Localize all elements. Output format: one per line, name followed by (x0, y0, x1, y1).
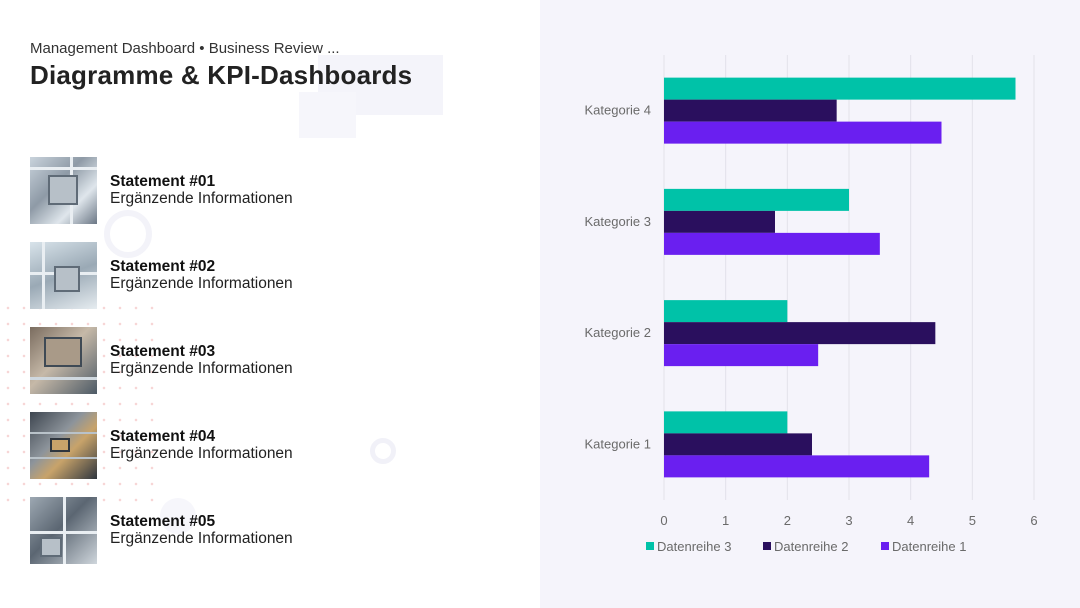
statement-detail: Ergänzende Informationen (110, 360, 293, 377)
bar-datenreihe-1 (664, 455, 930, 478)
statement-heading: Statement #04 (110, 428, 216, 445)
x-tick-label: 6 (1030, 513, 1037, 528)
bar-datenreihe-3 (664, 300, 788, 323)
statement-heading: Statement #05 (110, 513, 216, 530)
statement-item: Statement #03 Ergänzende Informationen (30, 327, 350, 394)
statement-item: Statement #05 Ergänzende Informationen (30, 497, 350, 564)
circuit-image-thumbnail (30, 242, 97, 309)
decorative-circle (160, 498, 196, 534)
statement-detail: Ergänzende Informationen (110, 445, 293, 462)
x-tick-label: 5 (969, 513, 976, 528)
statement-detail: Ergänzende Informationen (110, 190, 293, 207)
category-label: Kategorie 1 (585, 436, 652, 451)
legend-swatch (881, 542, 889, 550)
decorative-ring (370, 438, 396, 464)
bar-datenreihe-1 (664, 121, 942, 144)
bar-chart-svg: 0 1 2 3 4 5 6 Kategorie 1 Kategorie 2 Kategorie 3… (585, 55, 1038, 554)
legend-label: Datenreihe 2 (774, 539, 848, 554)
bar-datenreihe-3 (664, 188, 849, 211)
bar-chart: 0 1 2 3 4 5 6 Kategorie 1 Kategorie 2 Kategorie 3… (540, 0, 1080, 608)
x-tick-label: 0 (660, 513, 667, 528)
x-tick-label: 2 (784, 513, 791, 528)
bar-datenreihe-1 (664, 232, 880, 255)
legend-label: Datenreihe 1 (892, 539, 966, 554)
x-tick-label: 1 (722, 513, 729, 528)
circuit-image-thumbnail (30, 412, 97, 479)
category-label: Kategorie 2 (585, 325, 652, 340)
decorative-ring (104, 210, 152, 258)
statement-heading: Statement #03 (110, 343, 216, 360)
legend-swatch (763, 542, 771, 550)
category-label: Kategorie 4 (585, 103, 652, 118)
page-title: Diagramme & KPI-Dashboards (30, 60, 413, 90)
decorative-rect (299, 92, 356, 138)
statement-detail: Ergänzende Informationen (110, 530, 293, 547)
statement-item: Statement #04 Ergänzende Informationen (30, 412, 350, 479)
statement-heading: Statement #01 (110, 173, 216, 190)
statement-item: Statement #01 Ergänzende Informationen (30, 157, 350, 224)
statement-detail: Ergänzende Informationen (110, 275, 293, 292)
statement-item: Statement #02 Ergänzende Informationen (30, 242, 350, 309)
circuit-image-thumbnail (30, 497, 97, 564)
circuit-image-thumbnail (30, 157, 97, 224)
category-label: Kategorie 3 (585, 214, 652, 229)
left-pane: Management Dashboard • Business Review .… (0, 40, 443, 564)
bar-datenreihe-2 (664, 322, 936, 345)
statement-heading: Statement #02 (110, 258, 216, 275)
circuit-image-thumbnail (30, 327, 97, 394)
bar-datenreihe-2 (664, 210, 775, 233)
bar-datenreihe-2 (664, 99, 837, 122)
bar-datenreihe-2 (664, 433, 812, 456)
page-subtitle: Management Dashboard • Business Review .… (30, 40, 340, 57)
legend-label: Datenreihe 3 (657, 539, 731, 554)
x-tick-label: 3 (845, 513, 852, 528)
bar-datenreihe-1 (664, 344, 819, 367)
legend-swatch (646, 542, 654, 550)
bar-datenreihe-3 (664, 77, 1016, 100)
x-tick-label: 4 (907, 513, 914, 528)
bar-datenreihe-3 (664, 411, 788, 434)
